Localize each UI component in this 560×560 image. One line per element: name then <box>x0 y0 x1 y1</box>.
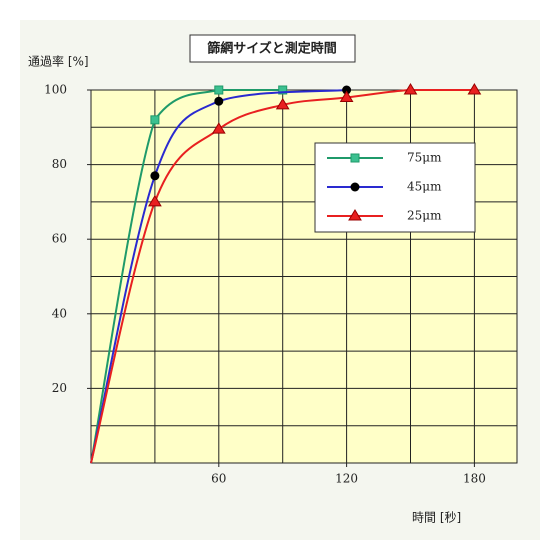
marker <box>150 171 160 181</box>
legend-label: 25μm <box>407 209 442 223</box>
marker <box>348 209 362 221</box>
x-axis-label: 時間 [秒] <box>412 511 461 525</box>
marker <box>150 115 160 125</box>
x-tick-label: 60 <box>211 472 226 486</box>
marker <box>214 96 224 106</box>
marker <box>278 85 288 95</box>
y-tick-label: 60 <box>52 232 67 246</box>
series-line <box>90 89 347 464</box>
y-axis-label: 通過率 [%] <box>28 54 89 69</box>
y-tick-label: 40 <box>52 306 67 320</box>
series-line <box>90 89 475 464</box>
marker <box>148 194 162 207</box>
marker <box>403 83 418 95</box>
marker <box>342 85 352 95</box>
plot-border <box>90 89 518 464</box>
legend-label: 45μm <box>407 180 442 194</box>
marker <box>275 97 290 110</box>
chart-title: 篩網サイズと測定時間 <box>207 41 337 57</box>
x-tick-label: 180 <box>463 472 486 486</box>
marker <box>339 90 354 102</box>
marker <box>467 83 482 95</box>
legend-label: 75μm <box>407 151 442 165</box>
marker <box>350 182 360 192</box>
marker <box>211 122 226 134</box>
marker <box>214 85 224 95</box>
marker <box>350 153 360 163</box>
title-box <box>189 34 356 63</box>
y-tick-label: 20 <box>52 381 67 395</box>
y-tick-label: 80 <box>52 157 67 171</box>
y-tick-label: 100 <box>44 83 67 97</box>
x-tick-label: 120 <box>335 472 358 486</box>
